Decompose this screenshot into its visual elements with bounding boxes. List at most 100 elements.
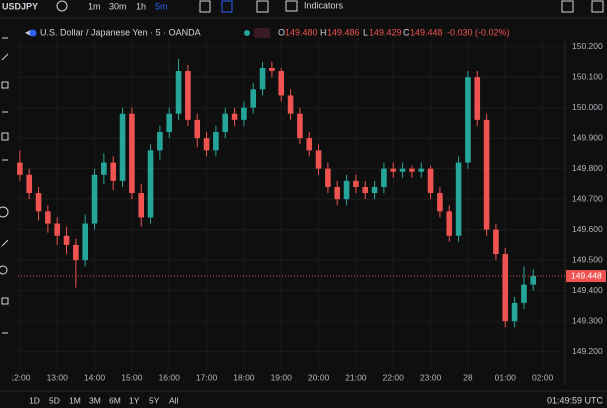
- tool-icon[interactable]: [1, 297, 9, 305]
- range-button[interactable]: 5D: [49, 395, 60, 405]
- candle-body: [325, 168, 331, 187]
- candle-body: [502, 254, 509, 322]
- add-symbol[interactable]: [56, 0, 68, 12]
- clock: 01:49:59 UTC: [547, 395, 604, 405]
- y-tick-label: 149.800: [572, 163, 603, 173]
- tool-icon[interactable]: [1, 239, 9, 247]
- candle-body: [334, 186, 341, 200]
- candle-body: [203, 138, 210, 151]
- candle-body: [530, 276, 537, 285]
- candle-body: [493, 229, 499, 255]
- tool-icon[interactable]: [0, 265, 8, 275]
- candle-body: [409, 168, 415, 172]
- interval[interactable]: 1m: [88, 1, 101, 11]
- ohlc-label: O: [278, 27, 285, 37]
- range-button[interactable]: 3M: [89, 395, 101, 405]
- status-dot: [244, 30, 250, 36]
- x-tick-label: 20:00: [308, 372, 330, 382]
- candle-body: [250, 89, 257, 108]
- candle-body: [166, 113, 173, 133]
- range-button[interactable]: 1Y: [129, 395, 140, 405]
- chart-type-icon[interactable]: [221, 0, 233, 13]
- x-tick-label: 23:00: [420, 372, 442, 382]
- candle-body: [315, 150, 322, 169]
- candle-body: [511, 302, 518, 322]
- x-tick-label: 13:00: [47, 372, 69, 382]
- candle-body: [371, 186, 378, 194]
- candle-body: [390, 168, 397, 172]
- candle-body: [353, 180, 359, 187]
- candle-body: [63, 235, 70, 245]
- symbol[interactable]: USDJPY: [2, 1, 38, 11]
- candle-body: [45, 211, 51, 224]
- candle-body: [101, 162, 107, 175]
- candle-body: [119, 113, 126, 181]
- range-button[interactable]: 1M: [69, 395, 81, 405]
- candle-body: [241, 107, 247, 120]
- candle-body: [455, 162, 462, 236]
- indicators[interactable]: Indicators: [304, 0, 344, 10]
- y-tick-label: 149.500: [572, 254, 603, 264]
- ohlc-value: 149.429: [369, 27, 402, 37]
- candle-body: [465, 77, 471, 163]
- y-tick-label: 149.900: [572, 132, 603, 142]
- candle-body: [381, 168, 387, 187]
- candle-body: [297, 113, 303, 139]
- x-tick-label: 16:00: [159, 372, 181, 382]
- plot: 149.200 149.300 149.400 149.500 149.600 149.7…: [9, 39, 606, 385]
- x-tick-label: 14:00: [84, 372, 106, 382]
- candle-body: [483, 119, 490, 230]
- y-tick-label: 149.400: [572, 285, 603, 295]
- ohlc-value: 149.448: [410, 27, 443, 37]
- candle-body: [194, 119, 201, 139]
- fullscreen-icon[interactable]: [591, 0, 604, 13]
- legend-title: U.S. Dollar / Japanese Yen · 5 · OANDA: [40, 27, 201, 37]
- tool-icon[interactable]: [0, 206, 9, 218]
- candle-body: [213, 132, 219, 151]
- pane-icon[interactable]: ◀: [25, 28, 32, 37]
- tool-icon[interactable]: [1, 53, 9, 61]
- x-tick-label: 02:00: [532, 372, 554, 382]
- candle-body: [278, 71, 285, 96]
- tool-icon[interactable]: [1, 132, 9, 141]
- ohlc-label: H: [320, 27, 327, 37]
- candle-body: [82, 223, 89, 261]
- x-tick-label: 28: [463, 372, 473, 382]
- tool-icon[interactable]: [1, 81, 9, 89]
- x-tick-label: 21:00: [345, 372, 367, 382]
- indicators-icon[interactable]: [285, 0, 298, 12]
- candle-body: [437, 193, 443, 212]
- candle-body: [418, 168, 425, 172]
- y-tick-label: 150.000: [572, 102, 603, 112]
- candle-body: [26, 174, 33, 194]
- compare-icon[interactable]: [256, 0, 269, 13]
- ohlc-label: L: [363, 27, 368, 37]
- range-button[interactable]: 5Y: [149, 395, 160, 405]
- footer: 1D 5D 1M 3M 6M 1Y 5Y All: [29, 395, 179, 405]
- y-tick-label: 149.700: [572, 193, 603, 203]
- interval[interactable]: 5m: [155, 1, 168, 11]
- chart-type-icon[interactable]: [199, 0, 211, 13]
- range-button[interactable]: 6M: [109, 395, 121, 405]
- last-price-tag: [566, 270, 606, 283]
- candle-body: [138, 193, 145, 218]
- candle-body: [35, 193, 42, 212]
- interval[interactable]: 1h: [136, 1, 146, 11]
- candle-body: [306, 138, 313, 151]
- snapshot-icon[interactable]: [561, 0, 574, 13]
- candle-body: [110, 162, 117, 181]
- drawing-toolbar: [0, 19, 12, 392]
- interval[interactable]: 30m: [109, 1, 127, 11]
- candle-body: [259, 67, 266, 90]
- x-tick-label: 17:00: [196, 372, 218, 382]
- x-tick-label: 22:00: [383, 372, 405, 382]
- range-button[interactable]: All: [169, 395, 179, 405]
- change: -0.030 (-0.02%): [447, 27, 510, 37]
- candle-body: [427, 168, 434, 194]
- candle-body: [175, 71, 182, 114]
- range-button[interactable]: 1D: [29, 395, 40, 405]
- candle-body: [362, 186, 369, 194]
- candle-body: [231, 113, 238, 120]
- candle-body: [91, 174, 98, 224]
